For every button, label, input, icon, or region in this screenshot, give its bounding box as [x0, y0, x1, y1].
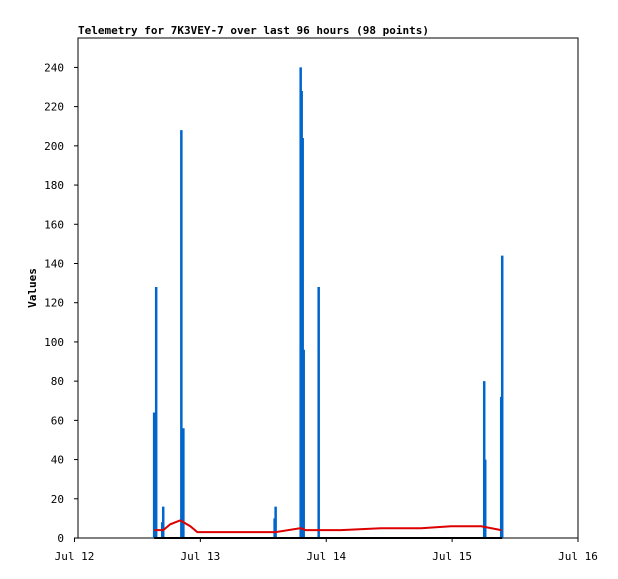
x-tick-label: Jul 12 — [55, 550, 95, 563]
x-tick-label: Jul 16 — [558, 550, 598, 563]
y-tick-label: 60 — [51, 414, 64, 427]
y-tick-label: 180 — [44, 179, 64, 192]
y-tick-label: 160 — [44, 218, 64, 231]
x-tick-label: Jul 13 — [180, 550, 220, 563]
y-tick-label: 120 — [44, 297, 64, 310]
y-tick-label: 20 — [51, 493, 64, 506]
y-tick-label: 140 — [44, 257, 64, 270]
series-line — [154, 519, 502, 534]
x-tick-label: Jul 14 — [306, 550, 346, 563]
y-tick-label: 80 — [51, 375, 64, 388]
y-tick-label: 200 — [44, 140, 64, 153]
y-tick-label: 100 — [44, 336, 64, 349]
y-tick-label: 0 — [57, 532, 64, 545]
chart-title: Telemetry for 7K3VEY-7 over last 96 hour… — [78, 24, 429, 37]
y-tick-label: 220 — [44, 101, 64, 114]
x-tick-label: Jul 15 — [432, 550, 472, 563]
y-axis-label: Values — [26, 268, 39, 308]
y-tick-label: 240 — [44, 61, 64, 74]
y-tick-label: 40 — [51, 454, 64, 467]
